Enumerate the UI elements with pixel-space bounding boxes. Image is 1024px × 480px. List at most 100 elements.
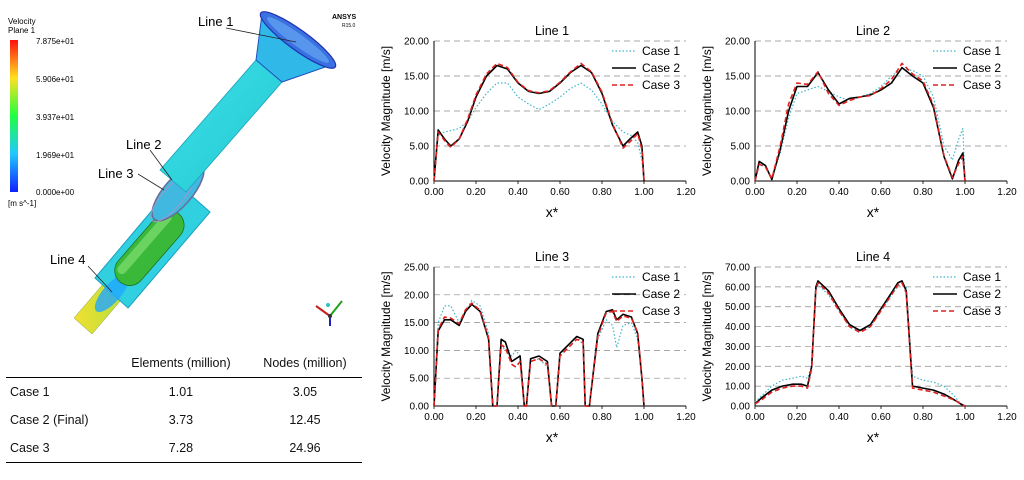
- x-tick-label: 1.20: [676, 412, 696, 423]
- chart-title: Line 2: [856, 24, 890, 38]
- table-cell: Case 1: [10, 385, 50, 399]
- chart-title: Line 1: [535, 24, 569, 38]
- geometry: [73, 11, 337, 335]
- legend-tick: 0.000e+00: [36, 188, 75, 197]
- y-tick-label: 10.00: [404, 346, 429, 357]
- y-tick-label: 50.00: [725, 302, 750, 313]
- y-tick-label: 15.00: [404, 318, 429, 329]
- y-axis-label: Velocity Magnitude [m/s]: [700, 46, 714, 176]
- x-axis-label: x*: [867, 204, 880, 220]
- line2-label: Line 2: [126, 137, 161, 152]
- ansys-version: R15.0: [342, 23, 356, 29]
- legend-title: Velocity: [8, 17, 36, 26]
- line3-label: Line 3: [98, 166, 133, 181]
- legend-label: Case 1: [963, 44, 1001, 58]
- x-tick-label: 0.40: [829, 412, 849, 423]
- table-header: Nodes (million): [247, 350, 362, 378]
- x-tick-label: 0.80: [913, 412, 933, 423]
- y-tick-label: 20.00: [725, 362, 750, 373]
- x-tick-label: 0.20: [787, 187, 807, 198]
- y-tick-label: 0.00: [410, 177, 430, 188]
- y-tick-label: 5.00: [731, 142, 751, 153]
- chart-4: 0.00 10.00 20.00 30.00 40.00 50.00 60.00 70.00 0…: [700, 250, 1017, 445]
- x-tick-label: 0.60: [871, 187, 891, 198]
- legend-label: Case 2: [642, 287, 680, 301]
- y-tick-label: 60.00: [725, 282, 750, 293]
- legend-label: Case 1: [642, 44, 680, 58]
- legend-label: Case 1: [642, 270, 680, 284]
- x-tick-label: 0.00: [745, 412, 765, 423]
- table-cell: Case 2 (Final): [10, 413, 89, 427]
- chart-title: Line 3: [535, 250, 569, 264]
- series-line-case-3: [433, 62, 645, 182]
- x-tick-label: 0.80: [592, 187, 612, 198]
- series-line-case-1: [754, 68, 966, 182]
- series-line-case-2: [754, 280, 966, 407]
- legend-tick: 3.937e+01: [36, 113, 75, 122]
- table-header: [6, 350, 114, 378]
- mesh-independence-table: Elements (million) Nodes (million) Case …: [6, 350, 362, 463]
- table-row: Case 3 7.28 24.96: [6, 434, 362, 463]
- table-cell: Case 3: [6, 434, 114, 463]
- x-tick-label: 0.00: [745, 187, 765, 198]
- x-tick-label: 0.20: [466, 412, 486, 423]
- y-axis-label: Velocity Magnitude [m/s]: [379, 46, 393, 176]
- ansys-logo: ANSYS: [332, 14, 356, 21]
- y-tick-label: 15.00: [404, 72, 429, 83]
- chart-title: Line 4: [856, 250, 890, 264]
- x-tick-label: 0.80: [913, 187, 933, 198]
- series-line-case-3: [754, 62, 966, 182]
- legend-unit: [m s^-1]: [8, 199, 36, 208]
- legend-subtitle: Plane 1: [8, 26, 36, 35]
- x-tick-label: 0.00: [424, 187, 444, 198]
- legend-label: Case 2: [963, 61, 1001, 75]
- x-tick-label: 1.00: [634, 187, 654, 198]
- y-tick-label: 20.00: [404, 37, 429, 48]
- y-tick-label: 20.00: [725, 37, 750, 48]
- table-cell: 12.45: [289, 413, 321, 427]
- annotation-leaders: [87, 27, 297, 293]
- series-line-case-1: [433, 299, 645, 407]
- cfd-velocity-contour: Velocity Plane 1 7.875e+01 5.906e+01 3.9…: [8, 11, 356, 335]
- x-tick-label: 1.20: [997, 187, 1017, 198]
- color-legend-bar: [10, 40, 18, 192]
- legend-label: Case 3: [642, 304, 680, 318]
- x-tick-label: 0.40: [829, 187, 849, 198]
- x-tick-label: 0.40: [508, 412, 528, 423]
- axis-triad-icon: [315, 300, 343, 326]
- legend-label: Case 3: [963, 78, 1001, 92]
- x-tick-label: 0.20: [466, 187, 486, 198]
- y-tick-label: 10.00: [725, 382, 750, 393]
- y-axis-label: Velocity Magnitude [m/s]: [700, 271, 714, 401]
- legend-label: Case 3: [963, 304, 1001, 318]
- table-cell: 1.01: [168, 385, 194, 399]
- y-tick-label: 25.00: [404, 263, 429, 274]
- table-header: Elements (million): [113, 350, 248, 378]
- legend-label: Case 2: [963, 287, 1001, 301]
- chart-1: 0.00 5.00 10.00 15.00 20.00 0.00 0.20 0.40 0.60 0…: [379, 24, 696, 220]
- series-line-case-1: [433, 82, 645, 182]
- line1-label: Line 1: [198, 14, 233, 29]
- table-cell: 7.28: [113, 434, 248, 463]
- y-tick-label: 40.00: [725, 322, 750, 333]
- x-tick-label: 0.60: [550, 187, 570, 198]
- legend-label: Case 2: [642, 61, 680, 75]
- legend-tick: 1.969e+01: [36, 151, 75, 160]
- y-axis-label: Velocity Magnitude [m/s]: [379, 271, 393, 401]
- series-line-case-3: [433, 302, 645, 407]
- line4-label: Line 4: [50, 252, 85, 267]
- x-tick-label: 1.20: [997, 412, 1017, 423]
- x-tick-label: 0.60: [550, 412, 570, 423]
- x-tick-label: 0.80: [592, 412, 612, 423]
- x-tick-label: 0.20: [787, 412, 807, 423]
- y-tick-label: 10.00: [404, 107, 429, 118]
- chart-2: 0.00 5.00 10.00 15.00 20.00 0.00 0.20 0.40 0.60 0…: [700, 24, 1017, 220]
- series-line-case-2: [433, 303, 645, 407]
- legend-label: Case 1: [963, 270, 1001, 284]
- x-tick-label: 0.60: [871, 412, 891, 423]
- legend-tick: 5.906e+01: [36, 75, 75, 84]
- x-axis-label: x*: [867, 429, 880, 445]
- y-tick-label: 5.00: [410, 142, 430, 153]
- legend-label: Case 3: [642, 78, 680, 92]
- y-tick-label: 0.00: [731, 177, 751, 188]
